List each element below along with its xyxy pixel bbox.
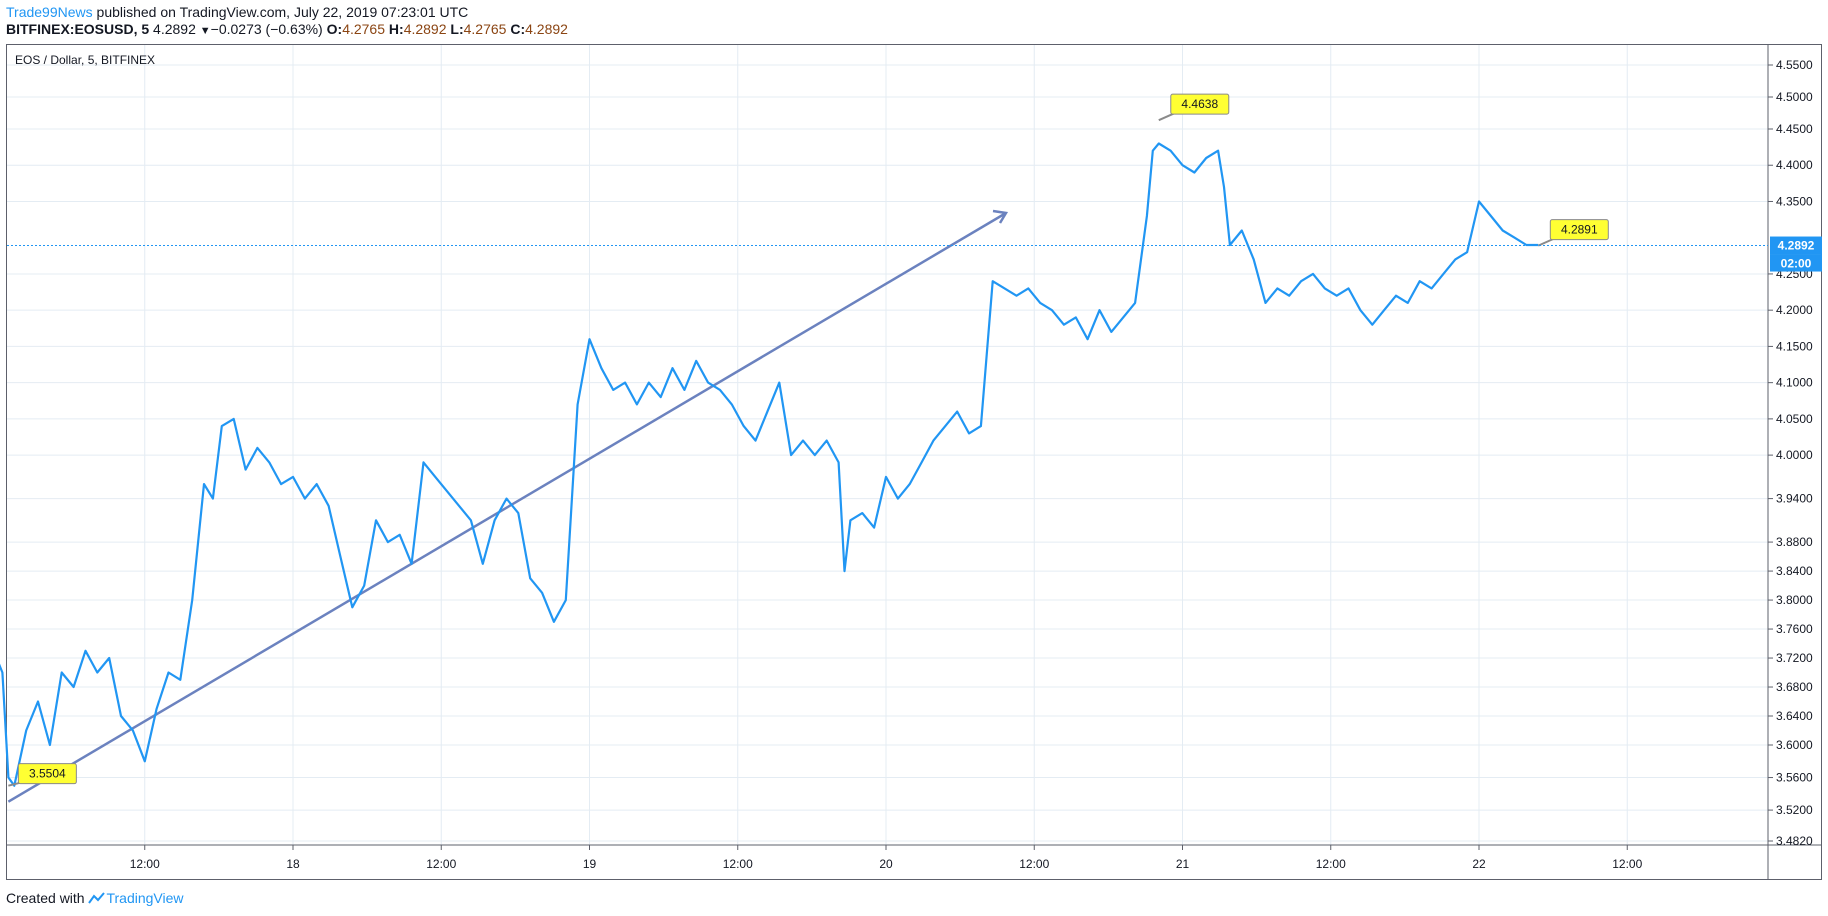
last-price: 4.2892 bbox=[153, 21, 196, 37]
y-tick-label: 3.6800 bbox=[1776, 680, 1813, 694]
annotation-label: 3.5504 bbox=[29, 767, 66, 781]
annotation-label: 4.4638 bbox=[1181, 97, 1218, 111]
close-value: 4.2892 bbox=[525, 21, 568, 37]
price-change: −0.0273 (−0.63%) bbox=[210, 21, 323, 37]
y-tick-label: 4.0500 bbox=[1776, 412, 1813, 426]
y-tick-label: 4.1500 bbox=[1776, 339, 1813, 353]
low-value: 4.2765 bbox=[463, 21, 507, 37]
y-tick-label: 4.1000 bbox=[1776, 376, 1813, 390]
price-tag-layer: 4.2892 02:00 bbox=[7, 236, 1822, 272]
footer: Created with TradingView bbox=[6, 890, 184, 906]
annotation-box bbox=[1549, 219, 1609, 241]
y-axis[interactable]: 4.55004.50004.45004.40004.35004.25004.20… bbox=[1768, 58, 1813, 848]
y-tick-label: 4.5000 bbox=[1776, 90, 1813, 104]
y-tick-label: 3.8000 bbox=[1776, 593, 1813, 607]
high-label: H: bbox=[388, 21, 404, 37]
annotation-label: 4.2891 bbox=[1561, 223, 1598, 237]
countdown-tag bbox=[1770, 254, 1822, 272]
chart-frame[interactable] bbox=[6, 44, 1822, 880]
change-down-icon: ▼ bbox=[199, 25, 211, 37]
y-tick-label: 3.5600 bbox=[1776, 771, 1813, 785]
x-tick-label: 18 bbox=[286, 857, 300, 871]
tradingview-link[interactable]: TradingView bbox=[106, 890, 184, 906]
created-with-text: Created with bbox=[6, 890, 85, 906]
y-tick-label: 4.0000 bbox=[1776, 448, 1813, 462]
x-tick-label: 19 bbox=[583, 857, 597, 871]
current-price-tag bbox=[1770, 236, 1822, 255]
symbol-label: BITFINEX:EOSUSD, 5 bbox=[6, 21, 150, 37]
x-tick-label: 12:00 bbox=[426, 857, 456, 871]
y-tick-label: 4.4500 bbox=[1776, 122, 1813, 136]
trendline bbox=[7, 211, 1007, 803]
x-tick-label: 20 bbox=[879, 857, 893, 871]
trendline-layer[interactable] bbox=[7, 209, 1009, 803]
y-tick-label: 3.7600 bbox=[1776, 622, 1813, 636]
current-price-label: 4.2892 bbox=[1778, 239, 1815, 253]
y-tick-label: 4.5500 bbox=[1776, 58, 1813, 72]
low-label: L: bbox=[450, 21, 464, 37]
chart-header: Trade99News published on TradingView.com… bbox=[6, 4, 568, 40]
countdown-label: 02:00 bbox=[1781, 257, 1812, 271]
annotation-box bbox=[17, 763, 77, 785]
price-annotation: 3.5504 bbox=[8, 763, 77, 787]
y-tick-label: 3.7200 bbox=[1776, 651, 1813, 665]
y-tick-label: 3.4820 bbox=[1776, 834, 1813, 848]
publisher-name[interactable]: Trade99News bbox=[6, 4, 93, 20]
x-tick-label: 12:00 bbox=[723, 857, 753, 871]
y-tick-label: 4.4000 bbox=[1776, 158, 1813, 172]
close-label: C: bbox=[510, 21, 526, 37]
ohlc-line: BITFINEX:EOSUSD, 5 4.2892 ▼−0.0273 (−0.6… bbox=[6, 21, 568, 40]
y-tick-label: 3.6000 bbox=[1776, 738, 1813, 752]
x-tick-label: 12:00 bbox=[1316, 857, 1346, 871]
x-tick-label: 12:00 bbox=[1019, 857, 1049, 871]
published-text: published on TradingView.com, July 22, 2… bbox=[96, 4, 469, 20]
grid bbox=[7, 45, 1821, 879]
price-line bbox=[0, 142, 1539, 787]
y-tick-label: 3.6400 bbox=[1776, 709, 1813, 723]
price-annotation: 4.2891 bbox=[1537, 219, 1609, 247]
price-annotation: 4.4638 bbox=[1158, 93, 1230, 122]
annotation-box bbox=[1170, 93, 1230, 115]
open-value: 4.2765 bbox=[342, 21, 386, 37]
high-value: 4.2892 bbox=[403, 21, 447, 37]
y-tick-label: 3.9400 bbox=[1776, 492, 1813, 506]
y-tick-label: 4.2000 bbox=[1776, 303, 1813, 317]
x-tick-label: 12:00 bbox=[130, 857, 160, 871]
trendline-arrowhead bbox=[992, 209, 1009, 224]
x-axis[interactable]: 12:00 18 12:00 19 12:00 20 12:00 21 12:00 22 12:00 bbox=[130, 845, 1643, 871]
price-chart[interactable]: EOS / Dollar, 5, BITFINEX 4.5500 4.5000 4.… bbox=[0, 0, 1828, 890]
y-tick-label: 3.5200 bbox=[1776, 803, 1813, 817]
y-tick-label: 3.8800 bbox=[1776, 535, 1813, 549]
x-tick-label: 21 bbox=[1176, 857, 1190, 871]
y-tick-label: 4.3500 bbox=[1776, 194, 1813, 208]
series-layer[interactable] bbox=[0, 142, 1539, 787]
tradingview-logo-icon bbox=[88, 892, 106, 904]
x-tick-label: 22 bbox=[1472, 857, 1486, 871]
y-tick-label: 3.8400 bbox=[1776, 564, 1813, 578]
x-tick-label: 12:00 bbox=[1612, 857, 1642, 871]
publisher-line: Trade99News published on TradingView.com… bbox=[6, 4, 568, 21]
annotation-layer[interactable]: 3.5504 4.4638 4.2891 bbox=[8, 93, 1609, 787]
open-label: O: bbox=[326, 21, 343, 37]
chart-title: EOS / Dollar, 5, BITFINEX bbox=[15, 53, 155, 67]
